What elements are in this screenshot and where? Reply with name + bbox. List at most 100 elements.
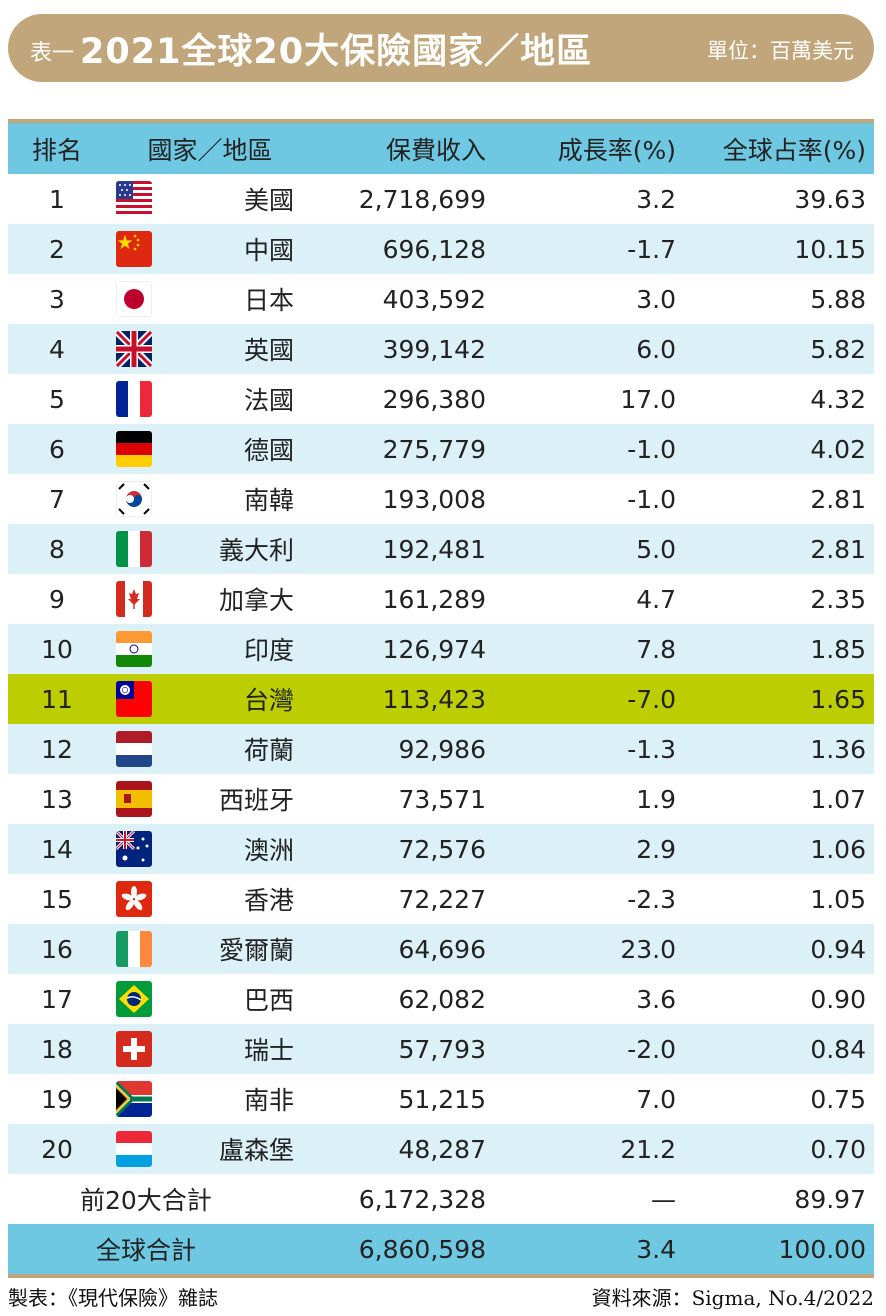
growth-cell: 3.0 [636, 284, 676, 314]
growth-cell: 7.8 [636, 634, 676, 664]
share-cell: 5.82 [810, 334, 866, 364]
china-flag-icon [116, 231, 152, 267]
country-cell: 荷蘭 [243, 736, 294, 765]
share-cell: 1.85 [810, 634, 866, 664]
table-row: 5 法國 296,380 17.0 4.32 [8, 374, 874, 424]
share-cell: 0.84 [810, 1034, 866, 1064]
table-row: 6 德國 275,779 -1.0 4.02 [8, 424, 874, 474]
share-cell: 1.05 [810, 884, 866, 914]
rank-cell: 2 [49, 234, 65, 264]
premium-cell: 275,779 [382, 434, 486, 464]
country-cell: 瑞士 [243, 1036, 294, 1065]
country-cell: 英國 [243, 336, 294, 365]
growth-cell: 1.9 [636, 784, 676, 814]
share-cell: 39.63 [794, 184, 866, 214]
subtotal-premium: 6,172,328 [358, 1184, 486, 1214]
country-cell: 法國 [243, 386, 294, 415]
country-cell: 南非 [243, 1086, 294, 1115]
share-cell: 1.07 [810, 784, 866, 814]
subtotal-label: 前20大合計 [80, 1186, 212, 1215]
unit-label: 單位：百萬美元 [707, 39, 854, 63]
country-cell: 印度 [243, 636, 294, 665]
table-row: 1 美國 2,718,699 3.2 39.63 [8, 174, 874, 224]
table-row: 8 義大利 192,481 5.0 2.81 [8, 524, 874, 574]
premium-cell: 113,423 [382, 684, 486, 714]
subtotal-growth: — [651, 1184, 676, 1214]
country-cell: 盧森堡 [218, 1136, 294, 1165]
luxembourg-flag-icon [116, 1131, 152, 1167]
table-row: 18 瑞士 57,793 -2.0 0.84 [8, 1024, 874, 1074]
footer-credit: 製表：《現代保險》雜誌 [8, 1285, 218, 1310]
country-cell: 加拿大 [218, 586, 294, 615]
growth-cell: -1.7 [627, 234, 676, 264]
share-cell: 0.75 [810, 1084, 866, 1114]
growth-cell: -1.0 [627, 434, 676, 464]
australia-flag-icon [116, 831, 152, 867]
country-cell: 中國 [243, 236, 294, 265]
share-cell: 1.06 [810, 834, 866, 864]
country-cell: 義大利 [218, 536, 294, 565]
share-cell: 5.88 [810, 284, 866, 314]
share-cell: 4.32 [810, 384, 866, 414]
france-flag-icon [116, 381, 152, 417]
total-row: 全球合計 6,860,598 3.4 100.00 [8, 1224, 874, 1274]
premium-cell: 92,986 [398, 734, 486, 764]
premium-cell: 73,571 [398, 784, 486, 814]
growth-cell: 17.0 [620, 384, 676, 414]
premium-cell: 57,793 [398, 1034, 486, 1064]
table-row: 3 日本 403,592 3.0 5.88 [8, 274, 874, 324]
rank-cell: 17 [41, 984, 73, 1014]
rank-cell: 10 [41, 634, 73, 664]
rank-cell: 9 [49, 584, 65, 614]
rank-cell: 1 [49, 184, 65, 214]
rank-cell: 15 [41, 884, 73, 914]
country-cell: 澳洲 [243, 836, 294, 865]
growth-cell: 5.0 [636, 534, 676, 564]
country-cell: 巴西 [243, 986, 294, 1015]
table-row: 2 中國 696,128 -1.7 10.15 [8, 224, 874, 274]
title-bar: 表一 2021全球20大保險國家／地區 單位：百萬美元 [8, 14, 874, 82]
share-cell: 2.35 [810, 584, 866, 614]
growth-cell: 3.2 [636, 184, 676, 214]
ireland-flag-icon [116, 931, 152, 967]
share-cell: 1.36 [810, 734, 866, 764]
rank-cell: 6 [49, 434, 65, 464]
growth-cell: 3.6 [636, 984, 676, 1014]
growth-cell: 7.0 [636, 1084, 676, 1114]
header-rank: 排名 [31, 135, 82, 165]
growth-cell: 21.2 [620, 1134, 676, 1164]
share-cell: 1.65 [810, 684, 866, 714]
india-flag-icon [116, 631, 152, 667]
premium-cell: 2,718,699 [358, 184, 486, 214]
rank-cell: 5 [49, 384, 65, 414]
total-growth: 3.4 [636, 1234, 676, 1264]
table-header: 排名 國家／地區 保費收入 成長率(%) 全球占率(%) [8, 123, 874, 174]
spain-flag-icon [116, 781, 152, 817]
rank-cell: 18 [41, 1034, 73, 1064]
hong-kong-flag-icon [116, 881, 152, 917]
rank-cell: 3 [49, 284, 65, 314]
rank-cell: 16 [41, 934, 73, 964]
premium-cell: 72,576 [398, 834, 486, 864]
rank-cell: 14 [41, 834, 73, 864]
country-cell: 西班牙 [218, 786, 294, 815]
table-row: 19 南非 51,215 7.0 0.75 [8, 1074, 874, 1124]
share-cell: 2.81 [810, 534, 866, 564]
growth-cell: -7.0 [627, 684, 676, 714]
growth-cell: 6.0 [636, 334, 676, 364]
table-row: 9 加拿大 161,289 4.7 2.35 [8, 574, 874, 624]
premium-cell: 296,380 [382, 384, 486, 414]
premium-cell: 161,289 [382, 584, 486, 614]
total-premium: 6,860,598 [358, 1234, 486, 1264]
table-row: 15 香港 72,227 -2.3 1.05 [8, 874, 874, 924]
country-cell: 香港 [243, 886, 294, 915]
growth-cell: -1.0 [627, 484, 676, 514]
taiwan-flag-icon [116, 681, 152, 717]
total-share: 100.00 [778, 1234, 866, 1264]
premium-cell: 48,287 [398, 1134, 486, 1164]
table-row: 11 台灣 113,423 -7.0 1.65 [8, 674, 874, 724]
insurance-table: 排名 國家／地區 保費收入 成長率(%) 全球占率(%) 1 美國 2,718,69… [8, 119, 874, 1278]
growth-cell: -2.3 [627, 884, 676, 914]
canada-flag-icon [116, 581, 152, 617]
rank-cell: 19 [41, 1084, 73, 1114]
